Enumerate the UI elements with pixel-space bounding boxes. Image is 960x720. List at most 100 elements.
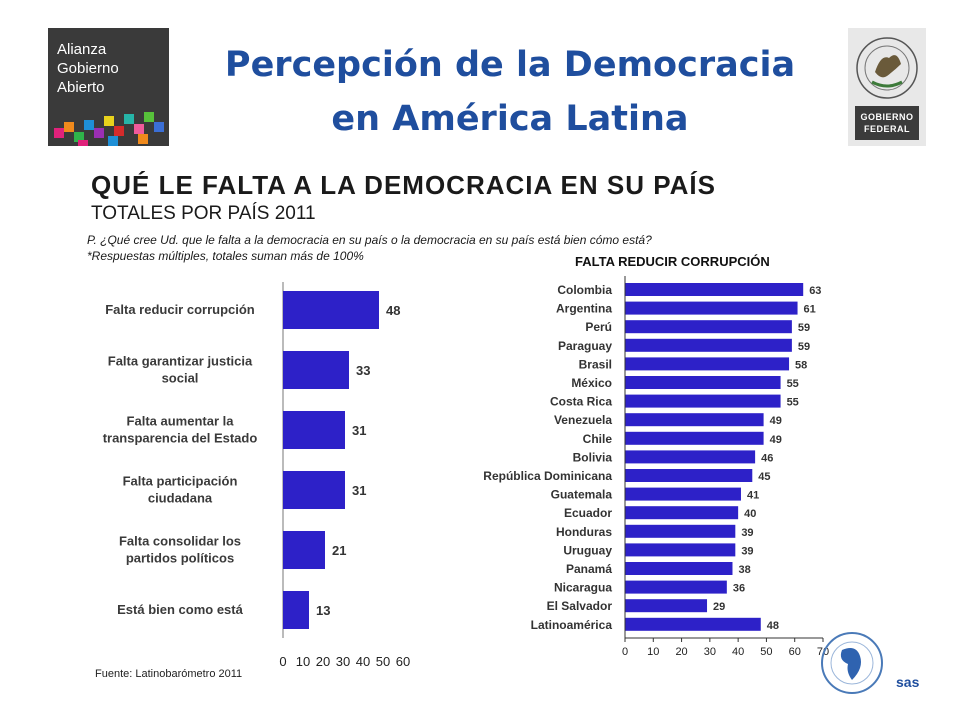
right-chart-bar xyxy=(625,394,781,408)
right-chart-value-label: 39 xyxy=(741,545,753,557)
right-chart-value-label: 55 xyxy=(787,397,799,409)
latinobarometro-seal-icon xyxy=(821,632,883,694)
right-chart-category-label: Latinoamérica xyxy=(531,618,613,632)
left-chart-value-label: 48 xyxy=(386,303,400,318)
left-chart-category-label: Falta garantizar justicia xyxy=(108,354,253,369)
left-chart-value-label: 21 xyxy=(332,543,346,558)
logo-left-line: Alianza xyxy=(57,41,107,58)
right-chart-value-label: 58 xyxy=(795,359,807,371)
right-chart-value-label: 63 xyxy=(809,285,821,297)
right-chart-bar xyxy=(625,617,761,631)
left-chart-category-label: transparencia del Estado xyxy=(103,431,258,446)
right-chart-category-label: Honduras xyxy=(556,525,612,539)
right-chart-bar xyxy=(625,413,764,427)
right-chart-category-label: Paraguay xyxy=(558,339,612,353)
right-chart-value-label: 49 xyxy=(770,434,782,446)
right-chart-tick-label: 20 xyxy=(675,646,687,658)
page-title-line-2: en América Latina xyxy=(331,99,689,139)
right-chart-category-label: Ecuador xyxy=(564,506,612,520)
page-title-line-1: Percepción de la Democracia xyxy=(224,45,796,85)
right-chart-value-label: 41 xyxy=(747,490,759,502)
left-chart-bar xyxy=(283,291,379,329)
gobierno-federal-logo: GOBIERNO FEDERAL xyxy=(848,28,926,146)
right-chart-bar xyxy=(625,524,736,538)
left-chart-value-label: 31 xyxy=(352,423,366,438)
left-chart-bar xyxy=(283,411,345,449)
right-chart-value-label: 36 xyxy=(733,583,745,595)
right-chart-tick-label: 40 xyxy=(732,646,744,658)
right-chart-bar xyxy=(625,450,756,464)
right-chart-category-label: Colombia xyxy=(557,283,612,297)
gobierno-federal-plate: GOBIERNO FEDERAL xyxy=(855,106,919,140)
right-chart-category-label: Perú xyxy=(585,320,612,334)
right-chart-category-label: Costa Rica xyxy=(550,395,612,409)
left-chart-category-label: Falta aumentar la xyxy=(127,414,235,429)
right-chart-value-label: 40 xyxy=(744,508,756,520)
logo-left-line: Gobierno xyxy=(57,60,119,77)
left-chart-bar xyxy=(283,591,309,629)
right-chart-bar xyxy=(625,599,708,613)
right-chart-tick-label: 10 xyxy=(647,646,659,658)
right-chart-bar xyxy=(625,506,739,520)
left-chart-category-label: Falta participación xyxy=(123,474,238,489)
right-chart-bar xyxy=(625,487,741,501)
left-chart-tick-label: 50 xyxy=(376,654,390,669)
plate-line: GOBIERNO xyxy=(860,112,914,122)
left-chart-category-label: Falta consolidar los xyxy=(119,534,241,549)
figure-subheading: TOTALES POR PAÍS 2011 xyxy=(91,203,316,224)
right-chart-value-label: 48 xyxy=(767,620,779,632)
plate-line: FEDERAL xyxy=(864,124,910,134)
right-chart-bar xyxy=(625,320,792,334)
left-chart-tick-label: 20 xyxy=(316,654,330,669)
left-chart-category-label: ciudadana xyxy=(148,491,213,506)
survey-note: *Respuestas múltiples, totales suman más… xyxy=(87,249,364,263)
right-chart-tick-label: 0 xyxy=(622,646,628,658)
left-chart-category-label: Falta reducir corrupción xyxy=(105,302,255,317)
right-chart-bar xyxy=(625,562,733,575)
left-chart-category-label: partidos políticos xyxy=(126,551,234,566)
left-chart-tick-label: 0 xyxy=(279,654,286,669)
right-chart-tick-label: 60 xyxy=(789,646,801,658)
left-chart-bar xyxy=(283,471,345,509)
alianza-gobierno-abierto-logo: Alianza Gobierno Abierto xyxy=(48,28,169,146)
right-chart-value-label: 49 xyxy=(770,415,782,427)
right-chart-value-label: 46 xyxy=(761,452,773,464)
survey-question: P. ¿Qué cree Ud. que le falta a la democ… xyxy=(87,233,652,247)
right-chart-value-label: 59 xyxy=(798,322,810,334)
logo-left-text: Alianza Gobierno Abierto xyxy=(57,40,119,97)
right-chart-category-label: El Salvador xyxy=(547,599,613,613)
right-chart-category-label: República Dominicana xyxy=(483,469,612,483)
left-chart-value-label: 13 xyxy=(316,603,330,618)
right-chart-bar xyxy=(625,431,764,445)
right-chart-bar xyxy=(625,338,792,352)
right-chart-bar xyxy=(625,469,753,482)
left-chart-category-label: social xyxy=(162,371,199,386)
left-chart-tick-label: 40 xyxy=(356,654,370,669)
right-chart-category-label: Panamá xyxy=(566,562,612,576)
page-title: Percepción de la Democracia en América L… xyxy=(200,38,820,146)
right-chart-bar xyxy=(625,283,804,296)
right-chart-value-label: 38 xyxy=(738,564,750,576)
left-chart-value-label: 33 xyxy=(356,363,370,378)
left-chart-tick-label: 30 xyxy=(336,654,350,669)
right-chart-tick-label: 30 xyxy=(704,646,716,658)
left-chart-value-label: 31 xyxy=(352,483,366,498)
logo-left-line: Abierto xyxy=(57,79,105,96)
mexican-eagle-emblem-icon xyxy=(856,37,918,99)
logo-mosaic xyxy=(48,108,169,146)
right-chart-bar xyxy=(625,580,727,594)
right-chart-value-label: 59 xyxy=(798,341,810,353)
right-chart-bar xyxy=(625,301,798,315)
right-chart-value-label: 61 xyxy=(804,304,816,316)
right-chart-value-label: 29 xyxy=(713,601,725,613)
left-chart-category-label: Está bien como está xyxy=(117,602,243,617)
right-chart-category-label: Brasil xyxy=(579,357,612,371)
right-chart-bar xyxy=(625,376,781,389)
left-chart-bar xyxy=(283,351,349,389)
right-chart-category-label: Chile xyxy=(583,432,613,446)
right-chart-category-label: México xyxy=(571,376,612,390)
right-chart-category-label: Guatemala xyxy=(551,488,613,502)
right-chart-bar xyxy=(625,357,790,371)
right-chart-value-label: 45 xyxy=(758,471,770,483)
